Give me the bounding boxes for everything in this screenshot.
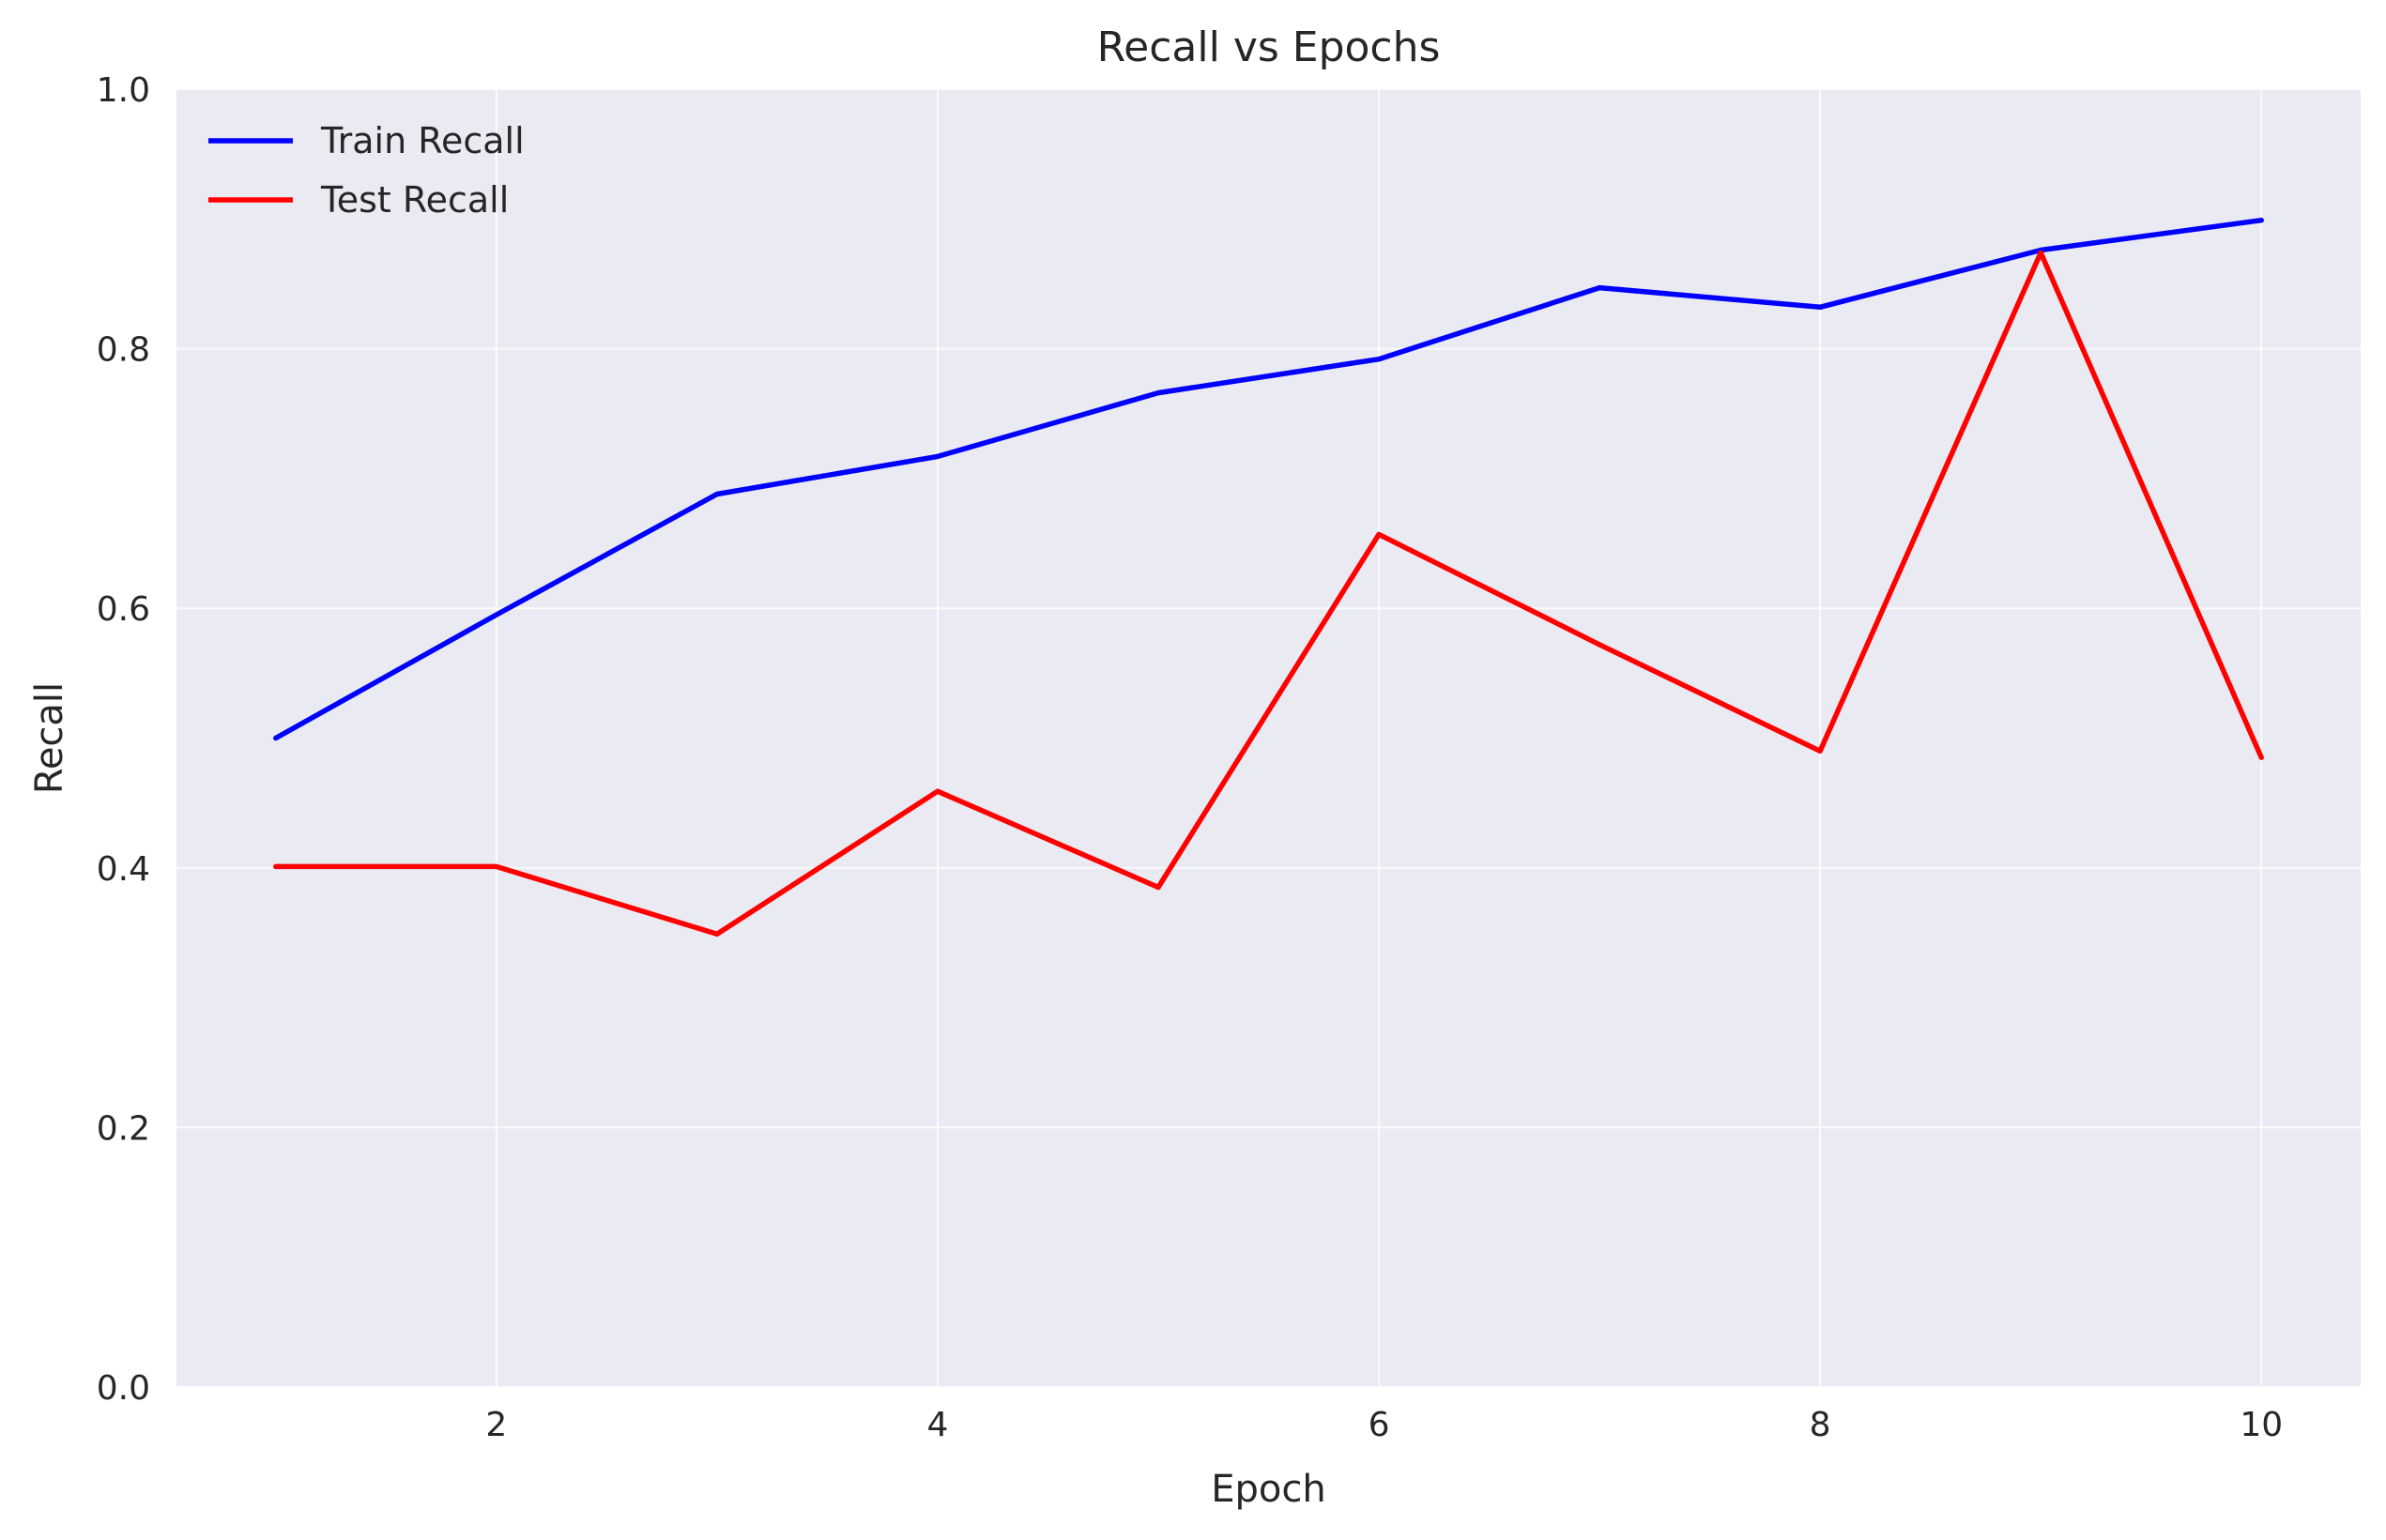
y-tick-label: 0.2 (97, 1109, 150, 1148)
series-lines (273, 217, 2264, 938)
x-tick-label: 2 (485, 1406, 507, 1444)
y-tick-label: 0.8 (97, 331, 150, 370)
y-axis-label: Recall (28, 682, 71, 794)
x-tick-label: 8 (1810, 1406, 1831, 1444)
legend: Train Recall Test Recall (208, 120, 525, 221)
x-tick-label: 4 (926, 1406, 948, 1444)
y-tick-label: 0.6 (97, 590, 150, 629)
x-tick-label: 10 (2240, 1406, 2283, 1444)
tick-labels: 2 4 6 8 10 0.0 0.2 0.4 0.6 0.8 1.0 (97, 71, 2283, 1444)
y-tick-label: 1.0 (97, 71, 150, 110)
x-tick-label: 6 (1369, 1406, 1390, 1444)
y-tick-label: 0.4 (97, 850, 150, 889)
y-tick-label: 0.0 (97, 1369, 150, 1408)
chart-title: Recall vs Epochs (1097, 23, 1441, 71)
legend-label: Test Recall (320, 179, 509, 221)
plot-background (176, 89, 2361, 1387)
series-line-train-recall (273, 217, 2264, 741)
legend-label: Train Recall (320, 120, 525, 161)
series-line-test-recall (273, 250, 2264, 938)
x-axis-label: Epoch (1211, 1468, 1325, 1511)
